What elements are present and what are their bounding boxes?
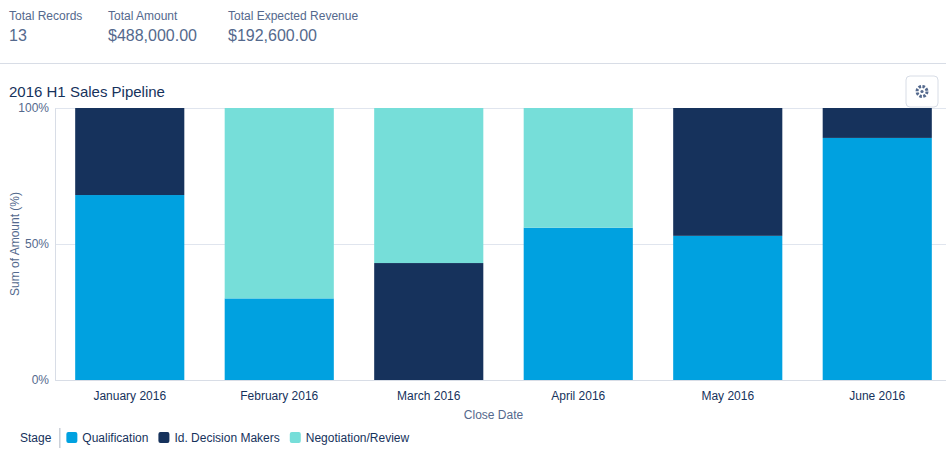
x-tick: March 2016 bbox=[397, 380, 461, 403]
y-tick-label: 0% bbox=[32, 373, 50, 387]
x-tick-label: January 2016 bbox=[93, 389, 166, 403]
bar-segment bbox=[524, 228, 633, 380]
legend-label: Negotiation/Review bbox=[306, 431, 410, 445]
separator bbox=[0, 63, 946, 64]
settings-frame[interactable] bbox=[906, 76, 938, 107]
bar-segment bbox=[673, 108, 782, 109]
x-axis-title: Close Date bbox=[464, 408, 524, 422]
bar-segment bbox=[524, 108, 633, 228]
x-tick-label: June 2016 bbox=[849, 389, 905, 403]
stat-value: $192,600.00 bbox=[228, 27, 317, 44]
legend-item: Qualification bbox=[66, 431, 148, 445]
x-tick: April 2016 bbox=[551, 380, 605, 403]
grid-line bbox=[55, 380, 946, 381]
bar-segment bbox=[75, 108, 184, 195]
summary-stat: Total Expected Revenue $192,600.00 bbox=[228, 9, 358, 44]
y-axis: 0% 50% 100% bbox=[18, 101, 55, 387]
bar-segment bbox=[673, 108, 782, 236]
bars bbox=[75, 108, 932, 380]
series-bars bbox=[75, 108, 932, 380]
chart-title: 2016 H1 Sales Pipeline bbox=[9, 83, 165, 100]
legend-swatch bbox=[66, 432, 77, 443]
legend-item: Id. Decision Makers bbox=[158, 431, 279, 445]
stat-label: Total Records bbox=[9, 9, 82, 23]
bar-segment bbox=[75, 108, 184, 109]
x-tick-label: March 2016 bbox=[397, 389, 461, 403]
bar-segment bbox=[374, 263, 483, 380]
bar-segment bbox=[823, 108, 932, 138]
x-tick-label: February 2016 bbox=[240, 389, 318, 403]
y-tick: 100% bbox=[18, 101, 55, 115]
x-axis-line bbox=[56, 380, 946, 381]
bar-segment bbox=[673, 236, 782, 380]
legend: Stage Qualification Id. Decision Makers Neg… bbox=[20, 428, 410, 448]
summary-stat: Total Amount $488,000.00 bbox=[108, 9, 197, 44]
legend-label: Qualification bbox=[82, 431, 148, 445]
y-tick-label: 100% bbox=[18, 101, 49, 115]
y-tick-label: 50% bbox=[25, 237, 49, 251]
bar-segment bbox=[823, 138, 932, 380]
summary-stat: Total Records 13 bbox=[9, 9, 82, 44]
bar-segment bbox=[225, 108, 334, 298]
x-tick: June 2016 bbox=[849, 380, 905, 403]
x-tick: May 2016 bbox=[701, 380, 754, 403]
y-axis-line bbox=[55, 109, 56, 381]
series-bars bbox=[75, 138, 932, 380]
bar-segment bbox=[374, 108, 483, 263]
x-tick: February 2016 bbox=[240, 380, 318, 403]
grid bbox=[55, 109, 946, 381]
x-axis: January 2016 February 2016 March 2016 April… bbox=[56, 380, 946, 403]
bar-segment bbox=[225, 298, 334, 380]
y-axis-title: Sum of Amount (%) bbox=[8, 192, 22, 296]
stat-value: 13 bbox=[9, 27, 27, 44]
legend-item: Negotiation/Review bbox=[290, 431, 410, 445]
grid-line bbox=[55, 108, 946, 109]
y-tick: 0% bbox=[32, 373, 55, 387]
bar-segment bbox=[75, 195, 184, 380]
stat-label: Total Expected Revenue bbox=[228, 9, 358, 23]
x-tick-label: April 2016 bbox=[551, 389, 605, 403]
legend-swatch bbox=[158, 432, 169, 443]
y-tick: 50% bbox=[25, 237, 55, 251]
series-bars bbox=[225, 108, 633, 298]
legend-swatch bbox=[290, 432, 301, 443]
grid-line bbox=[55, 244, 946, 245]
settings-icon[interactable] bbox=[917, 87, 927, 97]
stat-label: Total Amount bbox=[108, 9, 178, 23]
legend-divider bbox=[59, 428, 60, 448]
bar-segment bbox=[823, 108, 932, 109]
stat-value: $488,000.00 bbox=[108, 27, 197, 44]
legend-title: Stage bbox=[20, 431, 52, 445]
settings-icon-center[interactable] bbox=[920, 90, 923, 93]
legend-label: Id. Decision Makers bbox=[174, 431, 279, 445]
settings-button[interactable] bbox=[906, 76, 938, 107]
x-tick: January 2016 bbox=[93, 380, 166, 403]
page: Total Records13Total Amount$488,000.00To… bbox=[0, 0, 946, 453]
x-tick-label: May 2016 bbox=[701, 389, 754, 403]
